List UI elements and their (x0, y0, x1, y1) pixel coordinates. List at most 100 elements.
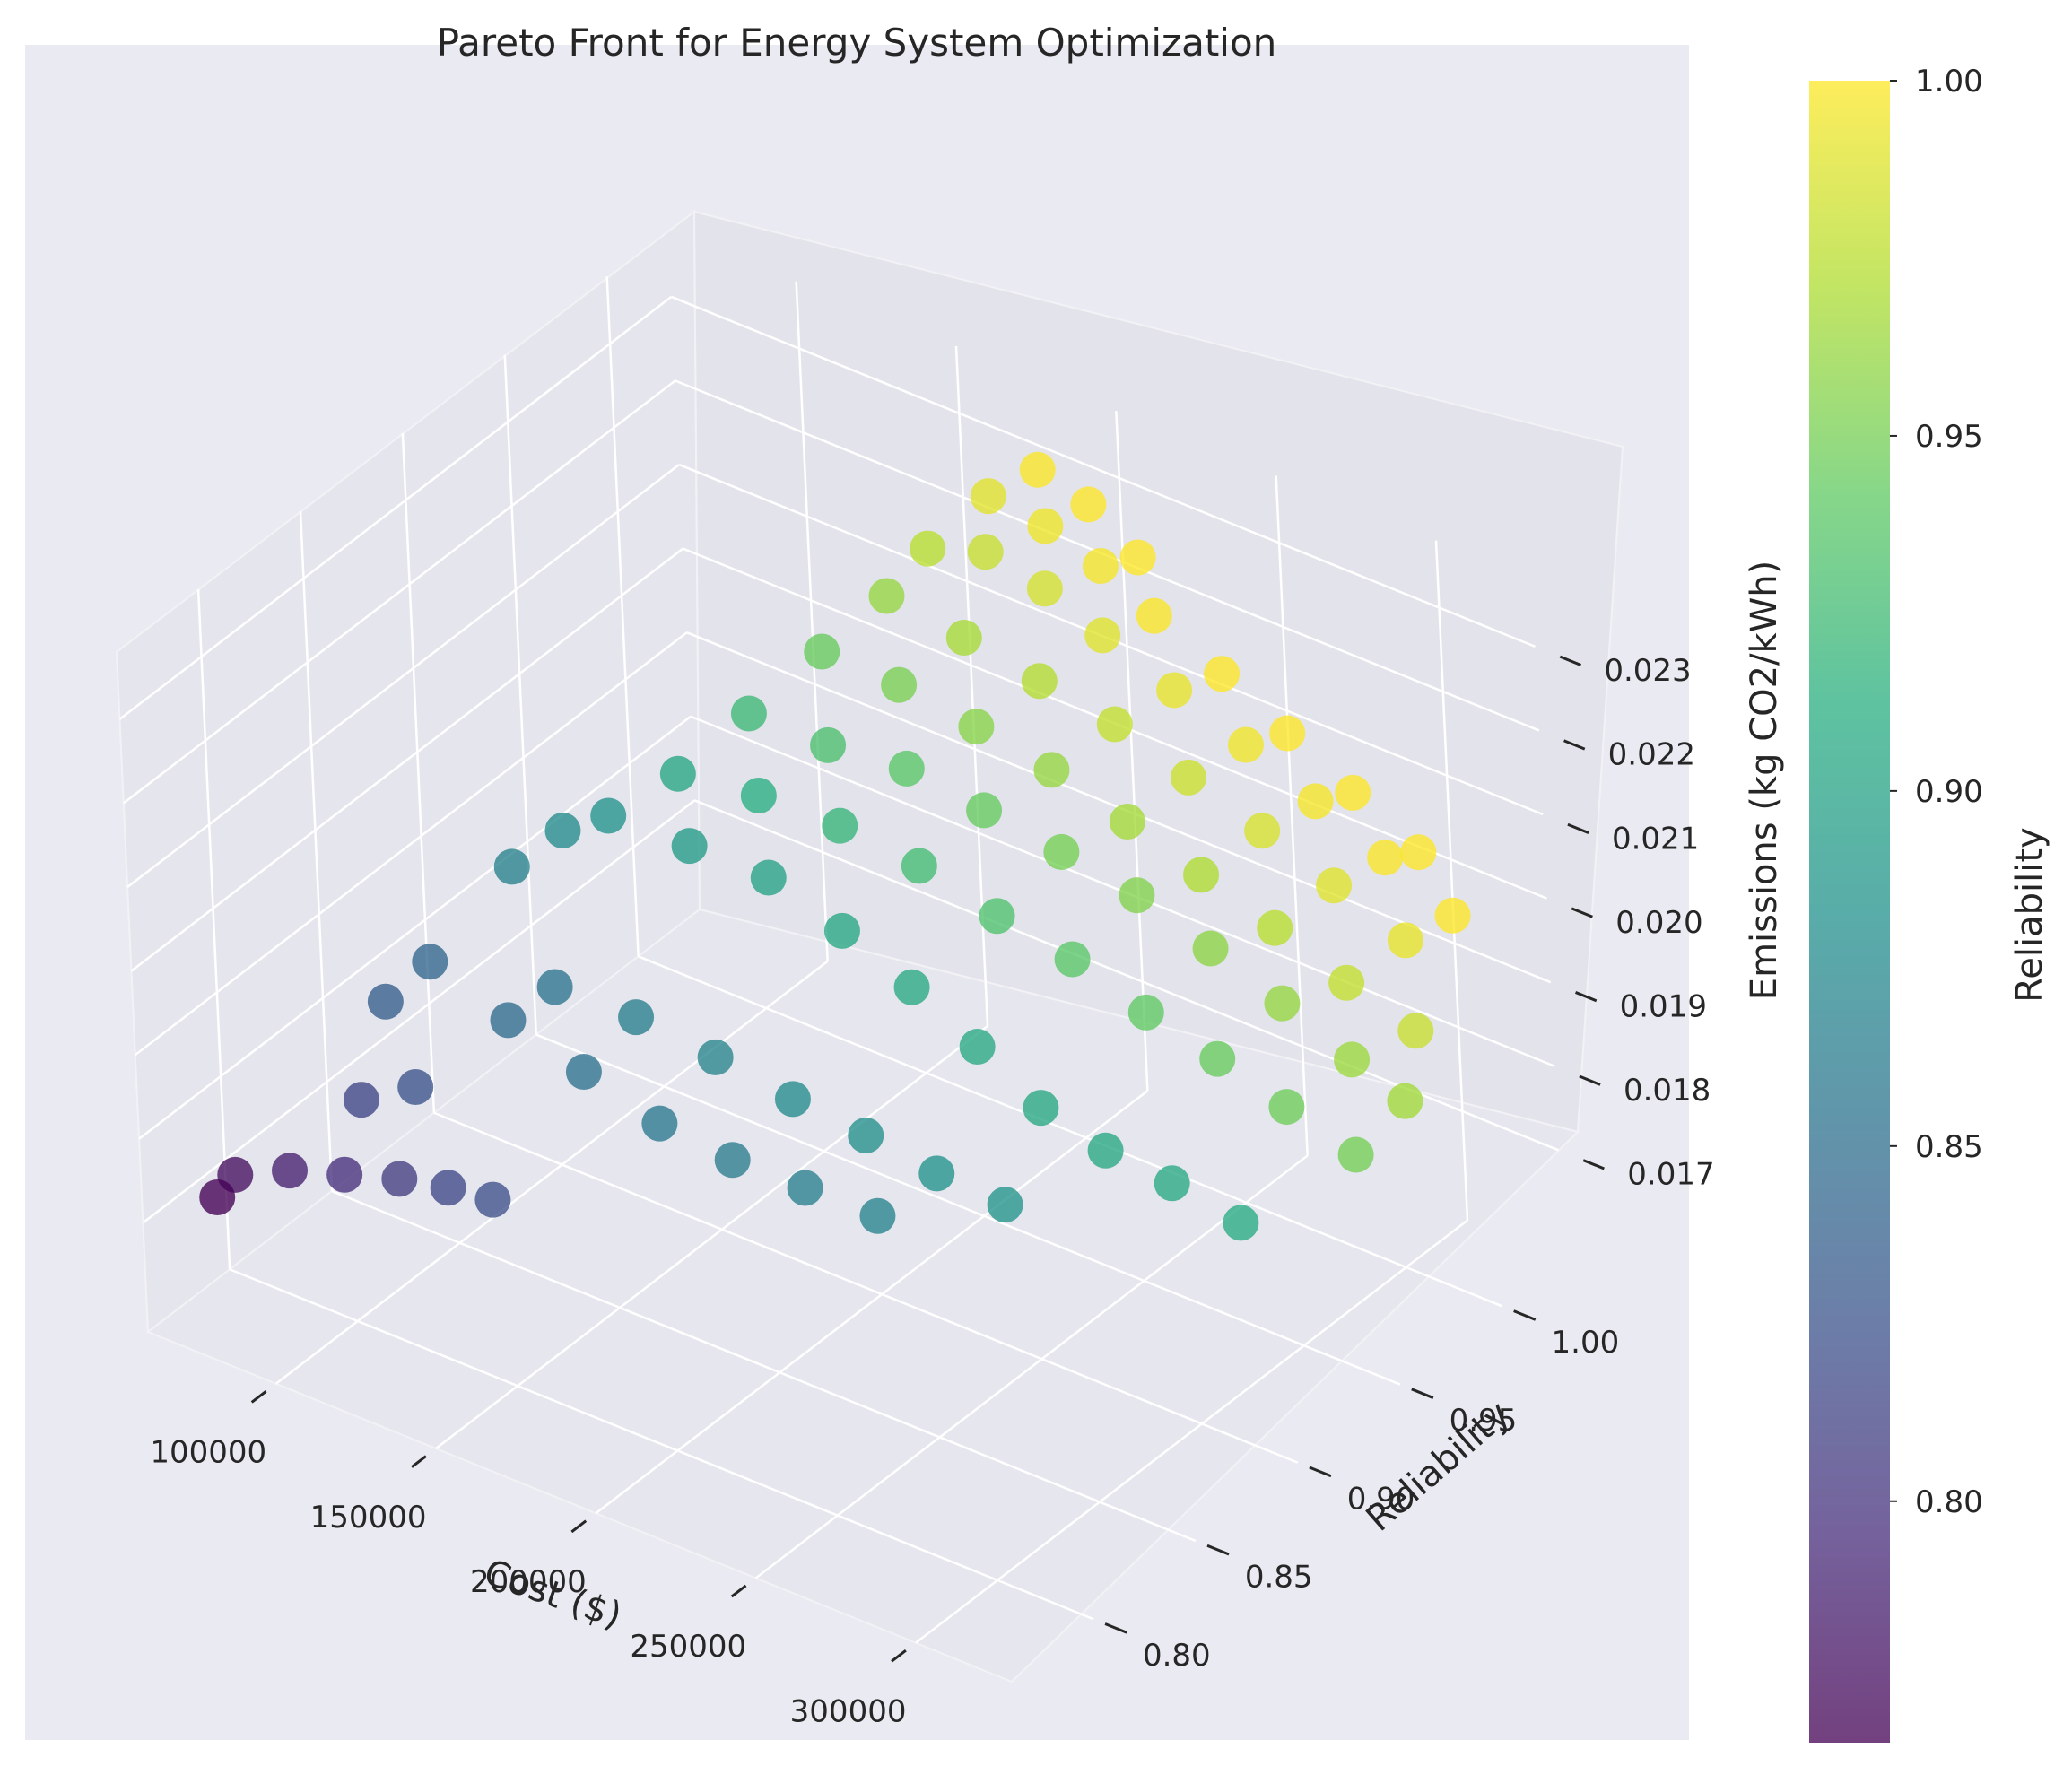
scatter-point (1227, 726, 1264, 763)
floor-pane (146, 908, 1580, 1683)
scatter-point (1027, 508, 1064, 544)
scatter-point (1434, 897, 1471, 934)
scatter-point (1269, 715, 1306, 752)
scatter-point (979, 898, 1015, 935)
y-grid-line (503, 354, 538, 1035)
scatter-point (1136, 597, 1172, 634)
scatter-point (730, 695, 767, 732)
x-tick (570, 1519, 588, 1534)
scatter-point (945, 620, 982, 657)
x-grid-line (1434, 540, 1469, 1221)
y-tick (1513, 1309, 1537, 1321)
scatter-point (590, 797, 627, 834)
colorbar-tick-label: 0.85 (1915, 1129, 1983, 1165)
scatter-point (804, 633, 840, 670)
scatter-point (381, 1161, 418, 1197)
y-tick (1309, 1466, 1332, 1478)
scatter-point (1119, 539, 1156, 576)
y-tick-label: 0.80 (1143, 1638, 1211, 1674)
scatter-point (1154, 1165, 1190, 1202)
scatter-point (888, 750, 925, 787)
scatter-point (848, 1117, 884, 1153)
scatter-point (893, 969, 930, 1005)
colorbar-tick-label: 0.80 (1915, 1484, 1983, 1520)
scatter-point (397, 1069, 434, 1106)
scatter-point (544, 812, 581, 848)
scatter-point (1043, 833, 1080, 870)
z-tick-label: 0.020 (1615, 905, 1702, 941)
scatter-point (1021, 663, 1058, 700)
scatter-point (1171, 759, 1206, 796)
y-tick (1206, 1544, 1230, 1556)
scatter-point (641, 1105, 678, 1142)
colorbar-tick-label: 0.95 (1915, 419, 1983, 455)
grid-lines (118, 276, 1559, 1644)
z-grid-line (130, 547, 684, 972)
z-tick (1574, 991, 1598, 1003)
scatter-point (823, 912, 860, 949)
colorbar (1809, 81, 1890, 1743)
x-tick-label: 200000 (470, 1564, 587, 1600)
scatter-point (1183, 857, 1220, 893)
y-grid-line (299, 510, 334, 1192)
scatter-point (1070, 486, 1107, 523)
tick-labels: 100000 150000 200000 250000 300000 0.80 0.85 0.… (150, 653, 1714, 1729)
scatter-point (774, 1081, 811, 1118)
y-tick-label: 1.00 (1552, 1325, 1620, 1361)
scatter-point (1033, 752, 1070, 788)
scatter-point (490, 1002, 527, 1039)
scatter-point (810, 726, 847, 763)
z-tick-label: 0.023 (1604, 653, 1691, 689)
scatter-point (493, 848, 530, 885)
x-grid-line (274, 960, 829, 1385)
colorbar-tick-label: 0.90 (1915, 774, 1983, 810)
scatter-point (1084, 617, 1121, 654)
z-grid-line (126, 464, 680, 889)
z-grid-line (134, 631, 688, 1057)
scatter-point (1334, 1041, 1371, 1078)
scatter-point (918, 1155, 955, 1192)
x-tick-label: 100000 (150, 1435, 266, 1471)
z-tick-label: 0.019 (1620, 988, 1707, 1024)
z-grid-line (142, 799, 696, 1224)
scatter-point (1387, 1083, 1423, 1119)
x-grid-line (435, 1025, 988, 1449)
scatter-point (1223, 1205, 1259, 1241)
tick-marks (250, 655, 1605, 1663)
scatter-point (697, 1039, 734, 1075)
y-grid-line (535, 1033, 1401, 1386)
scatter-point (970, 478, 1006, 515)
x-tick (411, 1455, 427, 1468)
scatter-point (1087, 1132, 1124, 1169)
y-grid-line (401, 432, 436, 1113)
scatter-point (272, 1153, 309, 1189)
z-tick (1559, 655, 1581, 666)
z-tick (1571, 907, 1593, 918)
z-tick-label: 0.021 (1612, 821, 1699, 857)
x-tick (250, 1390, 267, 1404)
scatter-point (343, 1082, 379, 1118)
scatter-points (199, 451, 1471, 1241)
y-grid-line (331, 1189, 1197, 1543)
scatter-point (1297, 783, 1334, 820)
scatter-point (740, 778, 777, 814)
scatter-point (714, 1142, 751, 1179)
x-grid-line (1275, 475, 1309, 1156)
z-tick-label: 0.022 (1608, 737, 1695, 773)
x-grid-line (595, 1090, 1149, 1515)
z-tick (1579, 1074, 1601, 1086)
x-grid-line (795, 281, 829, 961)
scatter-point (1316, 867, 1353, 904)
scatter-point (1192, 930, 1229, 967)
scatter-point (1400, 834, 1437, 871)
z-grid-line (123, 379, 676, 805)
scatter-point (1397, 1013, 1434, 1049)
y-tick (1104, 1622, 1127, 1634)
scatter-point (659, 755, 696, 792)
x-tick-label: 250000 (630, 1629, 746, 1665)
scatter-point (901, 848, 937, 884)
scatter-point (1204, 656, 1241, 692)
scatter-point (1019, 451, 1056, 488)
x-tick-label: 300000 (790, 1693, 907, 1729)
y-grid-line (605, 276, 640, 957)
